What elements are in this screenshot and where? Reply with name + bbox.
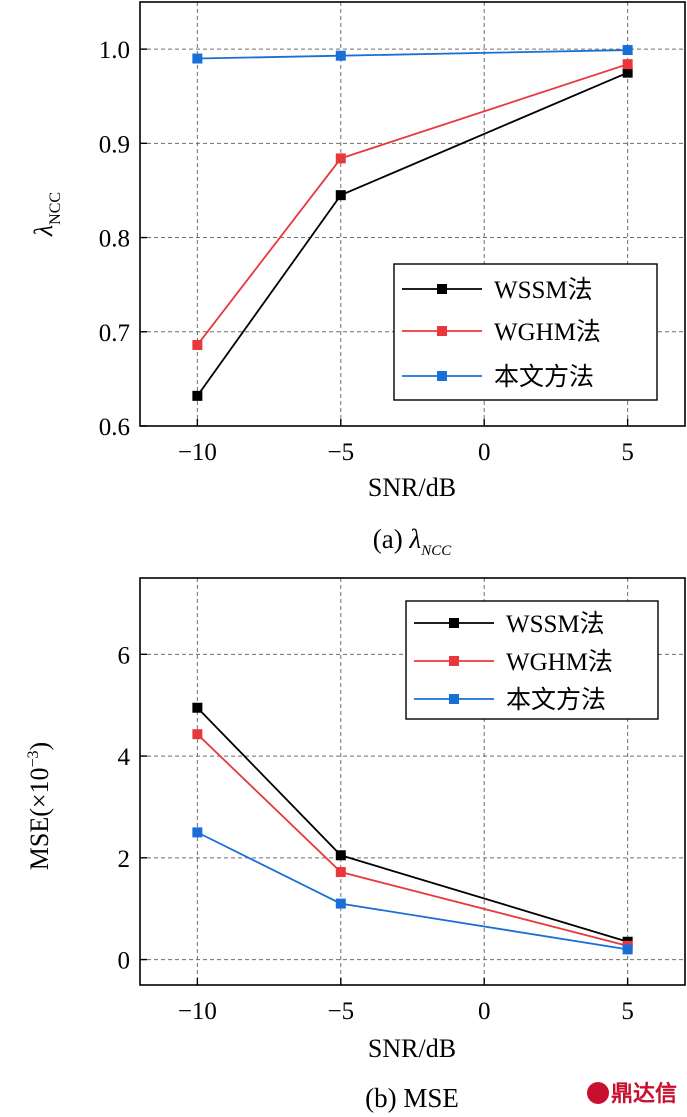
x-axis-label-a: SNR/dB <box>368 473 456 502</box>
legend-marker-a-2 <box>437 371 447 381</box>
data-point-a-2-0 <box>192 53 203 64</box>
series-lines-b <box>192 702 633 955</box>
caption-a-prefix: (a) <box>373 524 410 554</box>
plot-frame-b <box>139 577 686 986</box>
legend-marker-b-1 <box>449 656 459 666</box>
x-tick-label-b-2: 0 <box>478 998 491 1025</box>
y-axis-label-a: λNCC <box>29 192 64 237</box>
series-lines-a <box>192 45 633 401</box>
y-axis-subscript-a: NCC <box>47 192 64 225</box>
watermark-logo-icon <box>587 1082 609 1104</box>
y-tick-label-a-0: 0.6 <box>99 414 130 441</box>
legend-marker-a-1 <box>437 326 447 336</box>
data-point-b-2-1 <box>335 898 346 909</box>
y-tick-label-b-0: 0 <box>118 948 131 975</box>
y-tick-label-a-3: 0.9 <box>99 131 130 158</box>
legend-label-a-1: WGHM法 <box>494 318 601 346</box>
chart-panel-a: −10 −5 0 50.60.70.80.91.0 SNR/dB λNCC WSSM法… <box>29 1 686 559</box>
x-tick-label-a-1: −5 <box>327 439 354 466</box>
x-tick-label-a-0: −10 <box>178 439 217 466</box>
legend-marker-b-2 <box>449 694 459 704</box>
series-line-b-1 <box>196 733 628 947</box>
watermark-text: 鼎达信 <box>611 1081 677 1107</box>
ticks-b: −10 −5 0 5 0 2 4 6 <box>118 642 634 1025</box>
data-point-a-1-0 <box>192 339 203 350</box>
x-tick-label-b-1: −5 <box>327 998 354 1025</box>
data-point-a-1-1 <box>335 153 346 164</box>
svg-text:λNCC: λNCC <box>29 192 64 237</box>
data-point-a-0-0 <box>192 390 203 401</box>
gridlines-b <box>140 578 685 985</box>
legend-marker-a-0 <box>437 284 447 294</box>
data-point-a-0-2 <box>622 67 633 78</box>
x-tick-label-a-2: 0 <box>478 439 491 466</box>
data-point-b-1-0 <box>192 729 203 740</box>
x-axis-label-b: SNR/dB <box>368 1034 456 1063</box>
legend-label-b-1: WGHM法 <box>506 648 613 676</box>
legend-label-a-0: WSSM法 <box>494 276 593 304</box>
legend-label-a-2: 本文方法 <box>494 363 594 391</box>
data-point-b-0-1 <box>335 850 346 861</box>
y-axis-label-b-end: ) <box>25 742 54 751</box>
legend-label-b-2: 本文方法 <box>506 686 606 714</box>
svg-text:MSE(×10−3): MSE(×10−3) <box>25 742 54 870</box>
y-tick-label-b-2: 4 <box>118 744 131 771</box>
y-axis-label-b-exponent: −3 <box>25 750 42 767</box>
x-tick-label-b-0: −10 <box>178 998 217 1025</box>
x-tick-label-b-3: 5 <box>621 998 634 1025</box>
caption-b: (b) MSE <box>365 1083 459 1113</box>
watermark-logo: 鼎达信 <box>587 1081 677 1107</box>
series-line-b-0 <box>196 707 628 943</box>
data-point-a-2-1 <box>335 50 346 61</box>
data-point-b-2-0 <box>192 827 203 838</box>
y-tick-label-b-1: 2 <box>118 846 131 873</box>
data-point-a-1-2 <box>622 59 633 70</box>
y-axis-label-b: MSE(×10−3) <box>25 742 54 870</box>
y-tick-label-b-3: 6 <box>118 642 131 669</box>
series-line-a-2 <box>197 49 628 60</box>
legend-label-b-0: WSSM法 <box>506 610 605 638</box>
ticks-a: −10 −5 0 5 0.6 0.7 0.8 0.9 1.0 <box>99 37 634 466</box>
data-point-b-2-2 <box>622 944 633 955</box>
y-axis-label-b-main: MSE(×10 <box>25 767 54 870</box>
chart-panel-b: −10 −5 0 5 0 2 4 6 SNR/dB MSE(×10−3) WSSM法 WGHM法… <box>25 577 686 1113</box>
plot-frame-a <box>139 1 686 427</box>
y-tick-label-a-2: 0.8 <box>99 226 130 253</box>
data-point-b-1-1 <box>335 867 346 878</box>
legend-marker-b-0 <box>449 618 459 628</box>
data-point-a-2-2 <box>622 45 633 56</box>
data-point-b-0-0 <box>192 702 203 713</box>
caption-a: (a) λNCC <box>373 524 452 559</box>
caption-a-subscript: NCC <box>420 543 452 559</box>
x-tick-label-a-3: 5 <box>621 439 634 466</box>
y-tick-label-a-4: 1.0 <box>99 37 130 64</box>
y-tick-label-a-1: 0.7 <box>99 320 130 347</box>
y-axis-symbol-a: λ <box>29 225 58 237</box>
data-point-a-0-1 <box>335 190 346 201</box>
caption-a-symbol: λ <box>409 524 422 554</box>
